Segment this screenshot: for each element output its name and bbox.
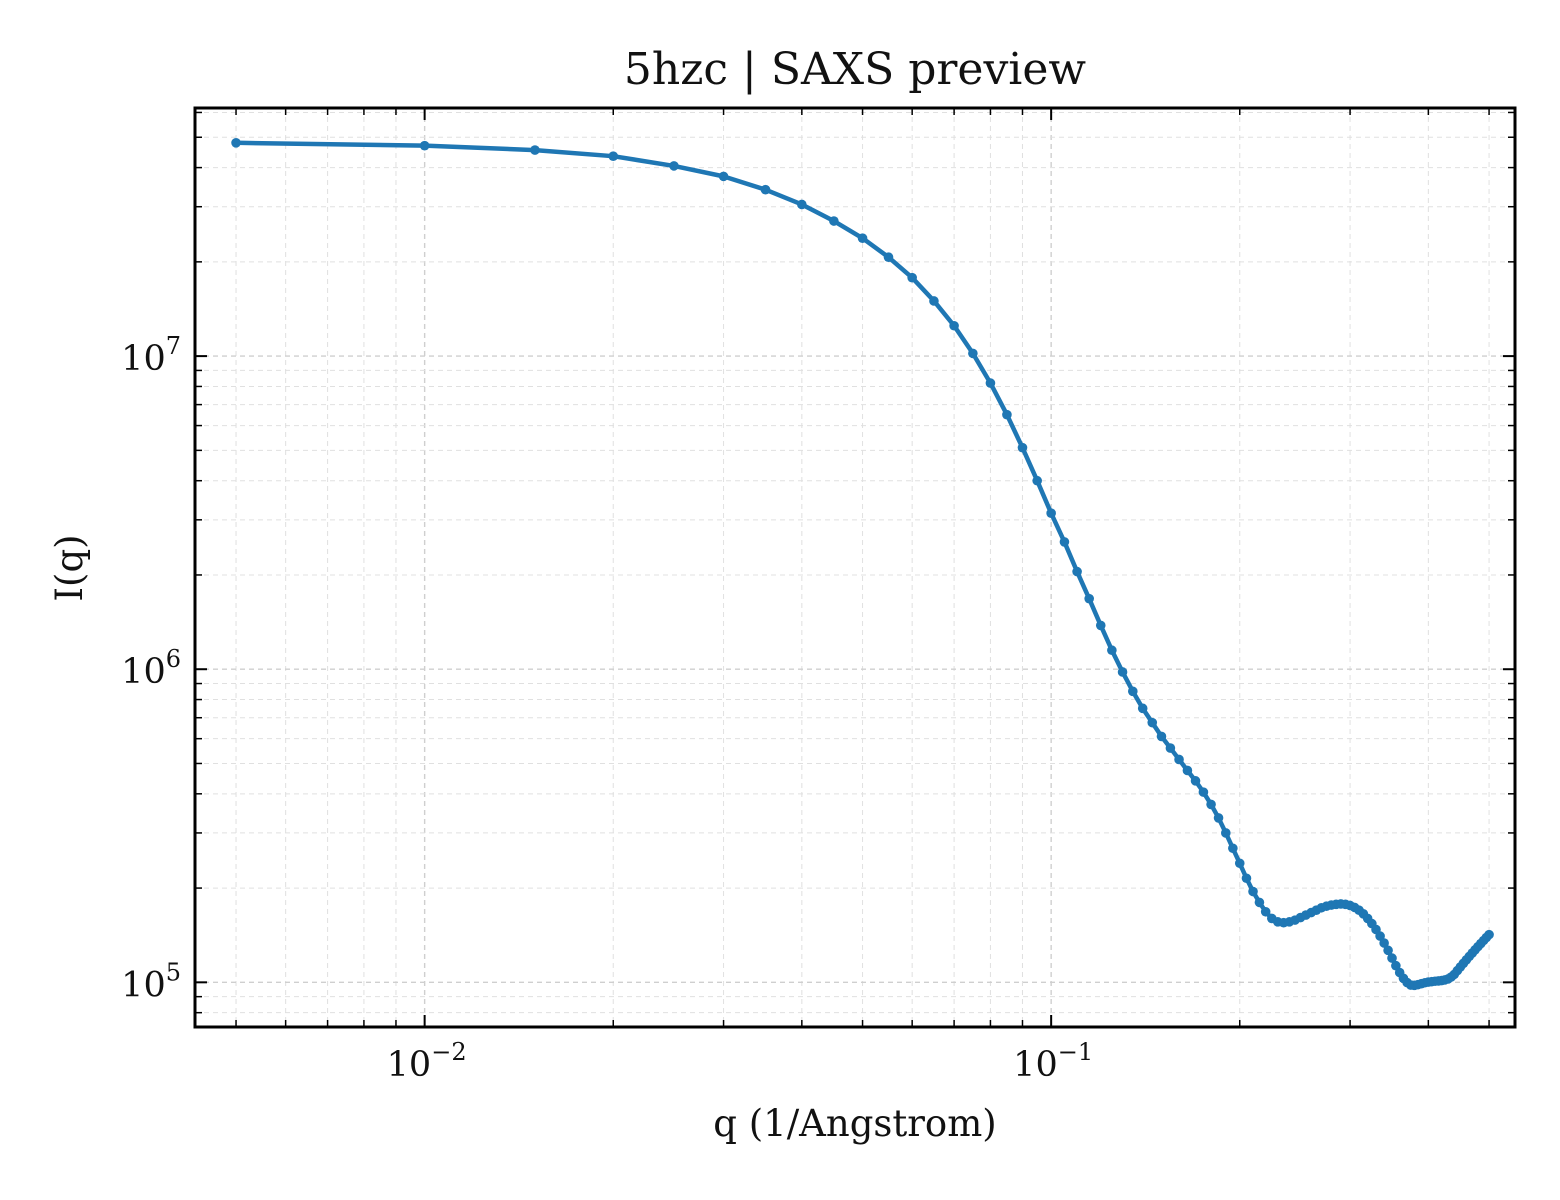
chart-title: 5hzc | SAXS preview	[624, 44, 1087, 95]
data-point	[669, 161, 679, 171]
data-point	[1206, 799, 1216, 810]
data-point	[907, 272, 917, 283]
data-point	[1046, 508, 1056, 518]
y-tick-label: 105	[121, 958, 181, 1005]
data-point	[1017, 442, 1028, 453]
data-point	[968, 348, 978, 359]
data-point	[760, 184, 771, 195]
data-point	[883, 252, 894, 262]
data-point	[1156, 731, 1167, 742]
data-point	[1059, 537, 1070, 547]
tick-labels: 10−2 10−1 105 106 107	[121, 332, 1093, 1085]
series-layer	[231, 138, 1494, 991]
y-tick-label: 106	[121, 645, 181, 692]
data-point	[1084, 593, 1094, 604]
data-point	[1260, 906, 1271, 917]
plot-frame	[193, 106, 1517, 1029]
major-ticks	[195, 108, 1515, 1027]
data-point	[829, 216, 839, 226]
data-point	[1248, 886, 1258, 897]
data-point	[1228, 843, 1238, 854]
x-axis-label: q (1/Angstrom)	[713, 1102, 996, 1145]
data-point	[1484, 929, 1494, 940]
data-point	[608, 151, 619, 161]
data-point	[1174, 754, 1184, 765]
data-point	[1383, 945, 1393, 956]
grid	[195, 108, 1515, 1027]
data-point	[1147, 717, 1158, 728]
data-point	[718, 171, 729, 182]
data-point	[1107, 645, 1117, 656]
y-axis-label: I(q)	[48, 534, 91, 601]
data-point	[1095, 620, 1106, 631]
data-point	[1254, 897, 1265, 908]
data-point	[1387, 953, 1397, 963]
data-point	[1190, 776, 1201, 786]
data-point	[1165, 743, 1176, 753]
data-point	[797, 199, 807, 210]
data-point	[530, 145, 540, 155]
data-point	[929, 296, 939, 306]
y-tick-label: 107	[121, 332, 181, 379]
data-point	[231, 138, 241, 148]
data-point	[419, 140, 430, 151]
data-point	[1032, 475, 1042, 486]
data-point	[1234, 858, 1245, 869]
data-point	[1198, 787, 1209, 797]
data-point	[1241, 873, 1252, 884]
data-point	[1221, 828, 1231, 838]
data-point	[1182, 765, 1193, 776]
x-tick-label: 10−1	[1013, 1038, 1093, 1085]
data-point	[985, 378, 996, 388]
data-point	[1137, 703, 1148, 714]
data-point	[1375, 931, 1385, 941]
data-point	[1002, 409, 1012, 420]
data-point	[857, 233, 868, 243]
data-point	[949, 320, 959, 331]
data-point	[1213, 813, 1224, 823]
x-tick-label: 10−2	[387, 1038, 467, 1085]
data-point	[1117, 667, 1128, 677]
data-point	[1128, 686, 1138, 697]
data-point	[1379, 938, 1389, 948]
minor-ticks	[195, 108, 1515, 1027]
data-point	[1072, 566, 1082, 577]
